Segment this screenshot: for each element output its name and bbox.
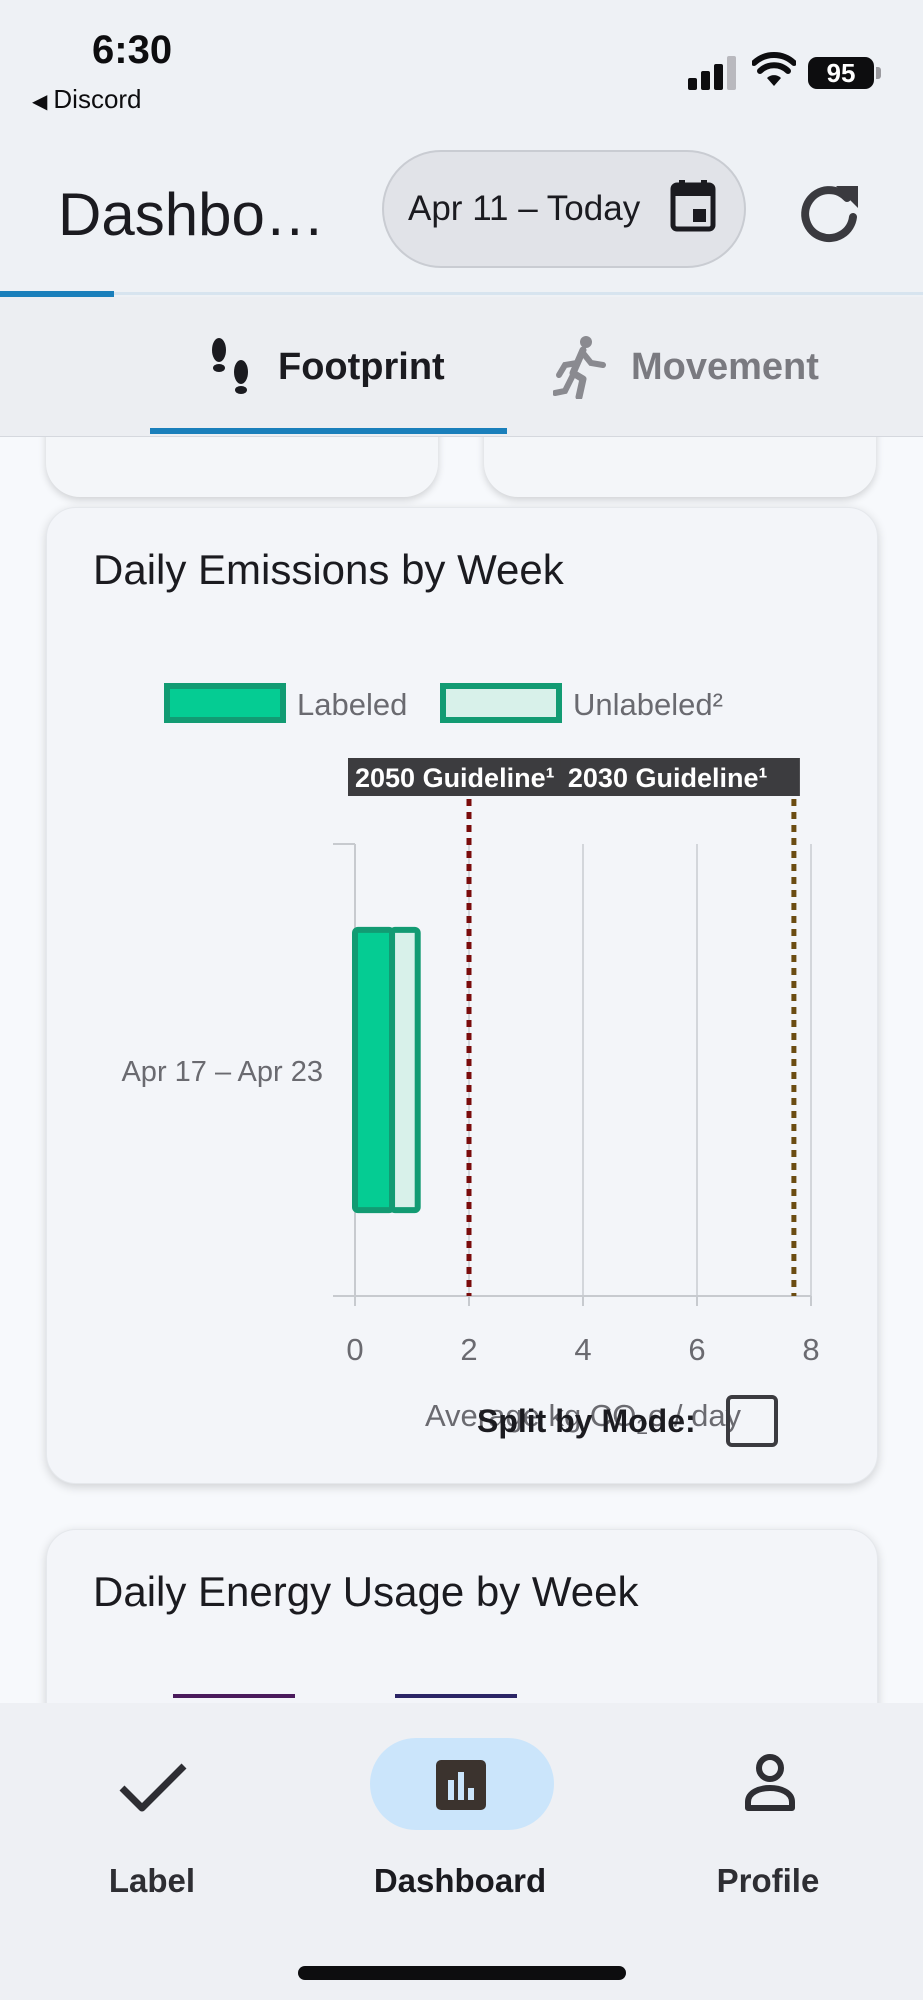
- daily-energy-card: Daily Energy Usage by Week: [46, 1529, 878, 1703]
- tab-bar: Footprint Movement: [0, 297, 923, 437]
- battery-cap: [876, 67, 881, 79]
- app-header: Dashbo… Apr 11 – Today: [0, 130, 923, 297]
- legend-label-0: Labeled: [297, 687, 407, 722]
- nav-label[interactable]: Label: [22, 1738, 282, 1918]
- active-tab-indicator: [150, 428, 507, 434]
- header-divider: [0, 292, 923, 295]
- bar-0-0: [352, 926, 396, 1214]
- home-indicator: [298, 1966, 626, 1980]
- header-progress-indicator: [0, 291, 114, 297]
- guideline-label-0: 2050 Guideline¹: [355, 763, 555, 793]
- legend-swatch-0: [164, 683, 286, 723]
- x-tick-label-1: 2: [460, 1332, 477, 1367]
- emissions-chart: Labeled Unlabeled² 0 2 4 6 8 Apr 17 – Apr 23 205…: [121, 683, 820, 1439]
- bar-chart-icon: [436, 1760, 486, 1810]
- back-triangle-icon: ◀: [32, 91, 48, 113]
- check-icon: [119, 1763, 187, 1812]
- battery-indicator: 95: [808, 57, 874, 89]
- legend-label-1: Unlabeled²: [573, 687, 723, 722]
- emissions-card-title: Daily Emissions by Week: [93, 546, 564, 593]
- nav-dashboard[interactable]: Dashboard: [330, 1738, 590, 1918]
- date-range-label: Apr 11 – Today: [408, 189, 641, 228]
- x-tick-label-4: 8: [802, 1332, 819, 1367]
- date-range-button[interactable]: Apr 11 – Today: [382, 150, 746, 268]
- wifi-icon: [752, 52, 796, 86]
- calendar-icon: [670, 180, 716, 232]
- cellular-signal-icon: [688, 56, 736, 90]
- summary-card-left: [46, 437, 438, 497]
- refresh-icon[interactable]: [796, 178, 862, 244]
- guideline-label-box-1: [560, 758, 800, 796]
- bottom-navigation: Label Dashboard Profile: [0, 1703, 923, 2000]
- energy-legend-swatch-2: [395, 1694, 517, 1698]
- x-tick-label-0: 0: [346, 1332, 363, 1367]
- x-tick-label-2: 4: [574, 1332, 591, 1367]
- split-by-mode-checkbox[interactable]: [725, 1395, 778, 1447]
- energy-legend-preview: [173, 1694, 517, 1698]
- page-title: Dashbo…: [58, 181, 325, 248]
- nav-profile[interactable]: Profile: [638, 1738, 898, 1918]
- walking-person-icon: [553, 336, 606, 399]
- back-app-label: Discord: [53, 84, 142, 114]
- daily-emissions-card: Daily Emissions by Week Labeled Unlabeled…: [46, 507, 878, 1484]
- energy-legend-swatch-1: [173, 1694, 295, 1698]
- tab-movement-label: Movement: [631, 345, 819, 388]
- split-by-mode-row: Split by Mode:: [477, 1395, 778, 1447]
- tab-movement[interactable]: Movement: [553, 297, 873, 437]
- nav-dashboard-text: Dashboard: [373, 1862, 547, 1899]
- summary-card-right: [484, 437, 876, 497]
- bar-0-1: [389, 926, 421, 1214]
- nav-profile-text: Profile: [716, 1862, 820, 1899]
- guideline-label-1: 2030 Guideline¹: [568, 763, 768, 793]
- dashboard-content[interactable]: Daily Emissions by Week Labeled Unlabeled…: [0, 437, 923, 1703]
- tab-footprint-label: Footprint: [278, 345, 445, 388]
- legend-swatch-1: [440, 683, 562, 723]
- y-category-label-0: Apr 17 – Apr 23: [121, 1056, 323, 1088]
- status-time: 6:30: [92, 28, 173, 72]
- footsteps-icon: [212, 338, 248, 394]
- tab-footprint[interactable]: Footprint: [150, 297, 507, 437]
- guideline-label-box-0: [348, 758, 587, 796]
- status-bar: 6:30 ◀ Discord 95: [0, 0, 923, 130]
- split-by-mode-label: Split by Mode:: [477, 1402, 696, 1439]
- nav-label-text: Label: [108, 1862, 196, 1899]
- x-tick-label-3: 6: [688, 1332, 705, 1367]
- energy-card-title: Daily Energy Usage by Week: [93, 1568, 639, 1615]
- back-to-app-link[interactable]: ◀ Discord: [32, 84, 142, 115]
- person-icon: [745, 1754, 795, 1811]
